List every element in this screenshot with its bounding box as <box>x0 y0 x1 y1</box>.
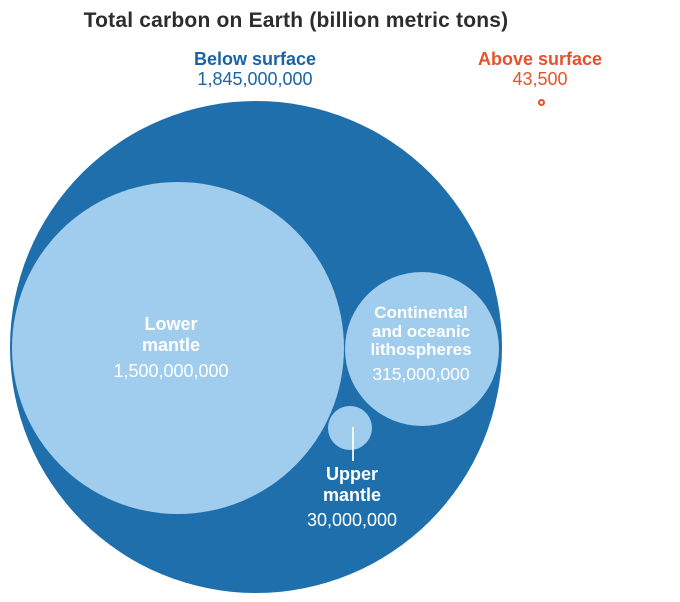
below-surface-label-group: Below surface 1,845,000,000 <box>194 49 316 89</box>
lower-mantle-value: 1,500,000,000 <box>113 361 229 381</box>
lower-mantle-bubble <box>12 182 344 514</box>
above-surface-label-group: Above surface 43,500 <box>478 49 602 89</box>
lower-mantle-name-line2: mantle <box>141 335 201 355</box>
above-surface-label: Above surface <box>477 49 603 69</box>
upper-mantle-name-line1: Upper <box>325 464 378 484</box>
lower-mantle-name-line1: Lower <box>144 314 198 334</box>
below-surface-value: 1,845,000,000 <box>197 69 313 89</box>
lithospheres-name-line1: Continental <box>374 303 468 322</box>
upper-mantle-label-group: Upper mantle 30,000,000 <box>307 464 397 531</box>
upper-mantle-name-line2: mantle <box>322 485 382 505</box>
lithospheres-value: 315,000,000 <box>372 363 470 384</box>
lower-mantle-label-group: Lower mantle 1,500,000,000 <box>113 314 228 382</box>
upper-mantle-bubble <box>328 406 372 450</box>
lithospheres-name-line2: and oceanic <box>371 321 471 341</box>
lithospheres-name-line3: lithospheres <box>370 340 472 359</box>
upper-mantle-value: 30,000,000 <box>306 510 398 530</box>
lithospheres-label-group: Continental and oceanic lithospheres 315… <box>370 303 472 385</box>
lithospheres-bubble <box>345 272 499 426</box>
below-surface-label: Below surface <box>193 49 317 69</box>
above-surface-value: 43,500 <box>512 69 568 89</box>
above-surface-bubble <box>538 99 545 106</box>
upper-mantle-leader-line <box>352 427 354 461</box>
chart-title: Total carbon on Earth (billion metric to… <box>83 9 509 32</box>
